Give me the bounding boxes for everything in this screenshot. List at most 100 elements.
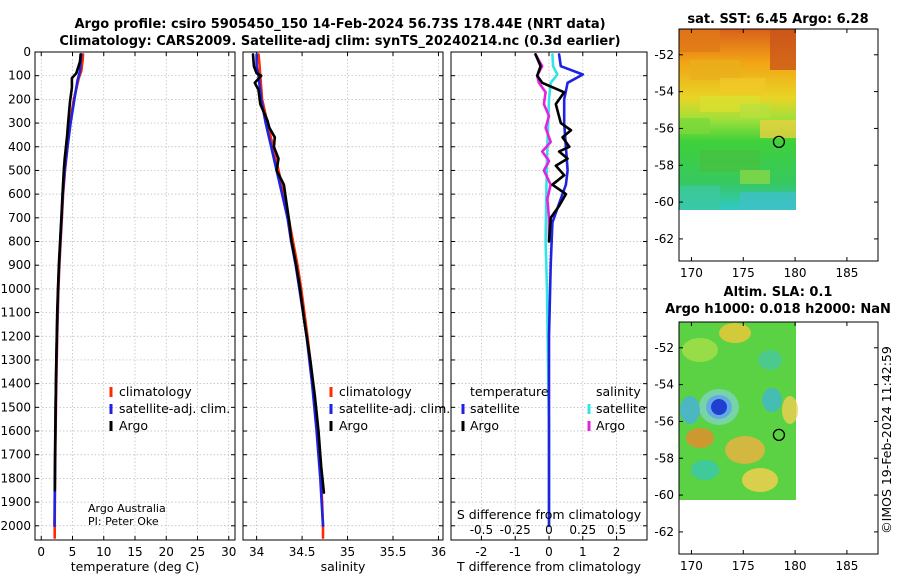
x-tick-label: 20 — [159, 545, 174, 559]
figure-title-line1: Argo profile: csiro 5905450_150 14-Feb-2… — [74, 17, 605, 32]
legend-label: Argo — [339, 418, 368, 433]
map-x-tick-label: 170 — [680, 266, 703, 280]
salinity-xlabel: salinity — [321, 559, 366, 574]
sst-patch — [700, 150, 760, 172]
depth-tick-label: 600 — [8, 187, 31, 201]
temperature-xlabel: temperature (deg C) — [71, 559, 200, 574]
argo-position-marker — [772, 428, 786, 442]
map-y-tick-label: -58 — [654, 451, 674, 465]
x-tick-label: 10 — [96, 545, 111, 559]
sla-blob — [691, 460, 719, 480]
x-tick-label: 36 — [431, 545, 446, 559]
sst-patch — [760, 120, 796, 138]
sla-field — [679, 322, 798, 500]
sla-map-panel: Altim. SLA: 0.1 Argo h1000: 0.018 h2000:… — [654, 285, 890, 573]
sla-blob — [762, 388, 782, 412]
depth-tick-label: 1200 — [0, 329, 31, 343]
depth-tick-label: 1700 — [0, 448, 31, 462]
map-y-tick-label: -56 — [654, 121, 674, 135]
depth-tick-label: 0 — [23, 45, 31, 59]
sst-patch — [740, 104, 770, 118]
map-x-tick-label: 185 — [835, 559, 858, 573]
sla-map-title-line2: Argo h1000: 0.018 h2000: NaN — [665, 302, 891, 317]
imos-watermark: ©IMOS 19-Feb-2024 11:42:59 — [879, 346, 894, 534]
x-tick-label: 34.5 — [289, 545, 316, 559]
legend-title-temperature: temperature — [470, 384, 549, 399]
sst-patch — [740, 170, 770, 184]
sla-map-title-line1: Altim. SLA: 0.1 — [724, 285, 833, 300]
map-x-tick-label: 180 — [784, 266, 807, 280]
x-tick-label: 35.5 — [380, 545, 407, 559]
depth-tick-label: 500 — [8, 163, 31, 177]
x-tick-label: -2 — [475, 545, 487, 559]
s-tick-label: 0 — [545, 523, 553, 537]
argo-position-marker — [772, 135, 786, 149]
sla-blob-core — [711, 399, 727, 415]
sla-blob — [682, 338, 718, 362]
s-difference-label: S difference from climatology — [457, 507, 642, 522]
map-y-tick-label: -54 — [654, 378, 674, 392]
map-y-tick-label: -60 — [654, 488, 674, 502]
sst-field — [679, 29, 796, 210]
depth-tick-label: 400 — [8, 140, 31, 154]
x-tick-label: 34 — [249, 545, 264, 559]
sla-blob — [742, 468, 778, 492]
difference-xlabel: T difference from climatology — [456, 559, 642, 574]
series-line-argo — [251, 53, 326, 494]
sst-patch — [690, 60, 740, 80]
map-x-tick-label: 175 — [732, 266, 755, 280]
legend-label: satellite-adj. clim. — [339, 401, 450, 416]
map-y-tick-label: -60 — [654, 195, 674, 209]
sst-patch — [770, 30, 796, 70]
legend-title-salinity: salinity — [596, 384, 641, 399]
map-x-tick-label: 170 — [680, 559, 703, 573]
legend-label: Argo — [596, 418, 625, 433]
sla-blob — [725, 436, 765, 464]
sst-patch — [680, 186, 720, 210]
x-tick-label: 0 — [545, 545, 553, 559]
map-y-tick-label: -62 — [654, 525, 674, 539]
depth-tick-label: 900 — [8, 258, 31, 272]
depth-tick-label: 700 — [8, 211, 31, 225]
x-tick-label: 1 — [579, 545, 587, 559]
depth-tick-label: 1500 — [0, 400, 31, 414]
depth-tick-label: 2000 — [0, 519, 31, 533]
legend-label: satellite-adj. clim. — [119, 401, 230, 416]
series-line-t-argo — [534, 53, 573, 243]
s-tick-label: -0.5 — [470, 523, 493, 537]
depth-tick-label: 1300 — [0, 353, 31, 367]
x-tick-label: 35 — [340, 545, 355, 559]
depth-tick-label: 1400 — [0, 377, 31, 391]
x-tick-label: 30 — [221, 545, 236, 559]
map-x-tick-label: 180 — [784, 559, 807, 573]
x-tick-label: 2 — [613, 545, 621, 559]
map-y-tick-label: -52 — [654, 341, 674, 355]
depth-tick-label: 200 — [8, 92, 31, 106]
series-line-s-argo — [534, 53, 553, 243]
sst-map-panel: sat. SST: 6.45 Argo: 6.28 170 175 180 185 -5… — [654, 12, 879, 280]
depth-tick-label: 1600 — [0, 424, 31, 438]
sst-patch — [740, 192, 796, 210]
map-x-tick-label: 175 — [732, 559, 755, 573]
sst-patch — [680, 118, 710, 134]
sla-blob — [758, 350, 782, 370]
x-tick-label: 15 — [127, 545, 142, 559]
sla-blob — [686, 428, 714, 448]
sst-patch — [680, 30, 720, 52]
depth-tick-label: 800 — [8, 235, 31, 249]
depth-tick-label: 1800 — [0, 471, 31, 485]
figure-title-line2: Climatology: CARS2009. Satellite-adj cli… — [59, 34, 620, 49]
credit-text: Argo Australia — [88, 502, 166, 515]
depth-tick-label: 300 — [8, 116, 31, 130]
legend-label: Argo — [119, 418, 148, 433]
series-line-t-satellite — [547, 53, 585, 528]
map-y-tick-label: -54 — [654, 85, 674, 99]
sla-blob — [782, 396, 798, 424]
x-tick-label: 25 — [190, 545, 205, 559]
salinity-panel: 34 34.5 35 35.5 36 salinity climatology satel… — [242, 51, 450, 574]
sla-blob — [680, 396, 700, 424]
legend-label: climatology — [339, 384, 412, 399]
s-tick-label: 0.25 — [569, 523, 596, 537]
series-line-argo — [53, 53, 82, 492]
